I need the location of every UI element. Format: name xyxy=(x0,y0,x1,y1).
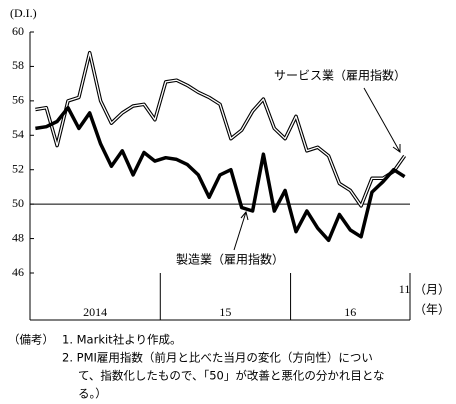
y-tick-label: 54 xyxy=(12,127,24,141)
notes-heading: （備考） xyxy=(8,333,54,347)
note-line: て、指数化したもので、「50」が改善と悪化の分かれ目とな xyxy=(78,369,385,383)
note-line: 1. Markit社より作成。 xyxy=(62,333,181,347)
series-line xyxy=(35,52,406,207)
y-tick-label: 58 xyxy=(12,58,24,72)
arrow-head xyxy=(240,210,249,221)
month-axis-label: （月） xyxy=(414,283,450,297)
y-tick-label: 50 xyxy=(12,196,24,210)
arrow-head xyxy=(392,144,401,153)
y-tick-label: 56 xyxy=(12,93,24,107)
annotation-arrows xyxy=(233,87,401,251)
year-label: 15 xyxy=(219,305,231,319)
y-tick-label: 46 xyxy=(12,265,24,279)
year-label: 2014 xyxy=(83,305,107,319)
series-line xyxy=(35,105,406,243)
y-tick-label: 48 xyxy=(12,230,24,244)
series-label: 製造業（雇用指数） xyxy=(176,252,284,267)
y-tick-label: 60 xyxy=(12,24,24,38)
series-label: サービス業（雇用指数） xyxy=(274,68,406,83)
arrow xyxy=(233,211,247,251)
year-label: 16 xyxy=(344,305,356,319)
note-line: る。） xyxy=(78,387,107,401)
y-tick-label: 52 xyxy=(12,161,24,175)
year-axis-label: （年） xyxy=(414,303,450,317)
x-tick-label: 11 xyxy=(399,282,411,296)
note-line: 2. PMI雇用指数（前月と比べた当月の変化（方向性）につい xyxy=(62,351,373,365)
arrow xyxy=(363,87,401,153)
y-unit-label: (D.I.) xyxy=(10,6,37,20)
